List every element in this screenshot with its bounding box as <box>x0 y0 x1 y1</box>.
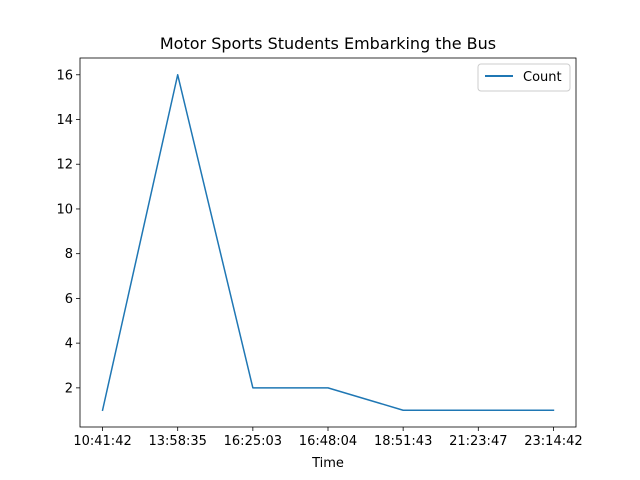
y-tick-label: 4 <box>65 337 73 352</box>
legend: Count <box>477 63 571 92</box>
x-tick-label: 16:25:03 <box>224 434 282 449</box>
x-tick-label: 13:58:35 <box>149 434 207 449</box>
x-tick-label: 23:14:42 <box>524 434 582 449</box>
y-tick-label: 14 <box>56 113 73 128</box>
axes-frame <box>79 57 577 428</box>
x-tick-label: 10:41:42 <box>73 434 131 449</box>
y-tick-label: 12 <box>56 158 73 173</box>
x-tick-label: 21:23:47 <box>449 434 507 449</box>
x-tick-label: 18:51:43 <box>374 434 432 449</box>
y-tick-label: 2 <box>65 381 73 396</box>
plot-area: 10:41:42 13:58:35 16:25:03 16:48:04 18:51:43… <box>56 57 583 449</box>
legend-box <box>477 63 571 92</box>
y-tick-label: 10 <box>56 202 73 217</box>
y-tick-label: 6 <box>65 292 73 307</box>
x-axis-label: Time <box>311 456 344 471</box>
chart-title: Motor Sports Students Embarking the Bus <box>160 34 496 53</box>
legend-label-count: Count <box>523 70 562 85</box>
y-tick-label: 8 <box>65 247 73 262</box>
x-tick-label: 16:48:04 <box>299 434 357 449</box>
y-tick-label: 16 <box>56 68 73 83</box>
